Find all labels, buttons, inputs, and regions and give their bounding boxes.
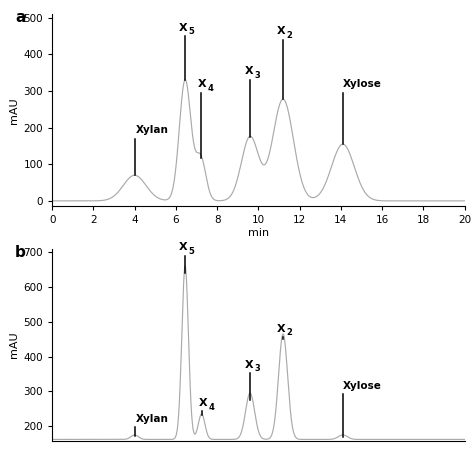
Text: a: a [15, 10, 26, 26]
Text: X: X [179, 23, 187, 33]
X-axis label: min: min [248, 228, 269, 238]
Text: b: b [15, 245, 26, 260]
Text: 4: 4 [208, 84, 213, 93]
Text: 5: 5 [189, 27, 195, 36]
Text: Xylan: Xylan [136, 414, 169, 424]
Text: 4: 4 [209, 402, 214, 411]
Text: Xylan: Xylan [136, 125, 169, 135]
Text: X: X [245, 360, 254, 370]
Text: Xylose: Xylose [343, 79, 382, 89]
Text: X: X [277, 324, 285, 334]
Text: X: X [245, 66, 254, 76]
Text: X: X [179, 242, 187, 252]
Text: 2: 2 [287, 328, 292, 337]
Text: 3: 3 [255, 71, 261, 80]
Text: 5: 5 [189, 246, 195, 255]
Text: X: X [277, 26, 285, 36]
Text: X: X [197, 79, 206, 89]
Text: 3: 3 [255, 365, 261, 374]
Text: Xylose: Xylose [343, 381, 382, 391]
Y-axis label: mAU: mAU [9, 331, 19, 358]
Text: X: X [198, 398, 207, 408]
Y-axis label: mAU: mAU [9, 97, 19, 124]
Text: 2: 2 [287, 31, 292, 40]
